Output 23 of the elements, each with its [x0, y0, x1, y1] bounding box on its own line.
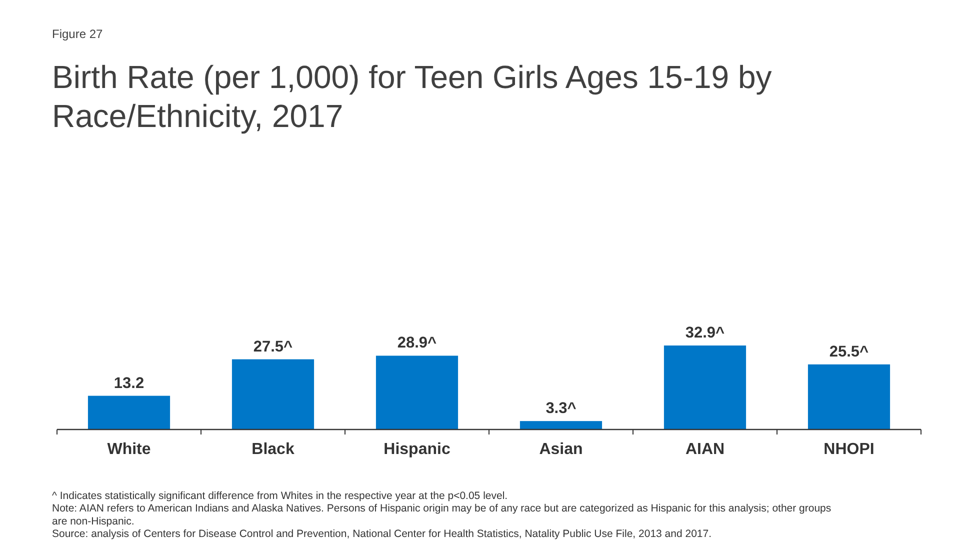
bar	[808, 364, 890, 430]
source-note: Source: analysis of Centers for Disease Control and Prevention, National Center for Health Statistics, Natality Public Use File, 2013 and 2017.	[52, 528, 712, 540]
text: ^ Indicates statistically significant difference from Whites in the respective year at the p<0.05 level.	[52, 490, 508, 502]
caption: Figure 27	[52, 27, 104, 41]
bar	[664, 346, 746, 430]
bar	[88, 396, 170, 430]
x-tick-label: Asian	[539, 441, 583, 458]
x-tick-label: Black	[252, 441, 294, 458]
x-tick-label: Hispanic	[384, 441, 450, 458]
data-label: 13.2	[114, 374, 144, 392]
bar	[520, 421, 602, 430]
bar	[376, 356, 458, 430]
data-label: 32.9^	[685, 324, 725, 342]
data-label: 25.5^	[829, 343, 869, 360]
data-label: 28.9^	[397, 334, 437, 352]
data-label: 3.3^	[546, 400, 576, 418]
chart-title: Birth Rate (per 1,000) for Teen Girls Ages 15-19 by Race/Ethnicity, 2017	[52, 59, 772, 134]
bar	[232, 359, 314, 430]
x-tick-label: NHOPI	[824, 441, 874, 458]
text: Note: AIAN refers to American Indians and Alaska Natives. Persons of Hispanic origin may be of any race but are categorized as Hispanic for this analysis; other groups are non-Hispanic.	[52, 502, 832, 528]
data-label: 27.5^	[253, 338, 293, 356]
x-tick-label: AIAN	[685, 441, 725, 458]
x-tick-label: White	[107, 441, 151, 458]
